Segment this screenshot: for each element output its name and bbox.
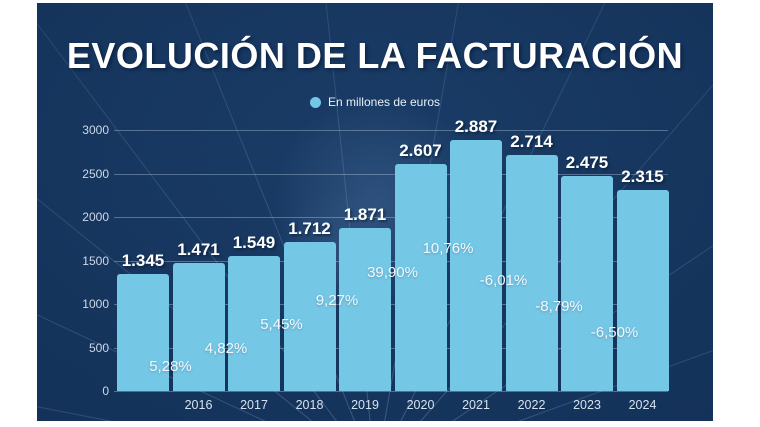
year-label: 2018 [295, 398, 324, 412]
year-label: 2022 [517, 398, 546, 412]
bar-value-label: 2.887 [454, 116, 498, 136]
gridline-1000 [114, 304, 668, 305]
bar-value-label: 2.607 [399, 141, 442, 161]
y-tick-label-500: 500 [88, 340, 109, 355]
pct-label: -6,01% [479, 272, 528, 289]
bar-value-label: 1.345 [121, 250, 165, 270]
bar-2019 [339, 228, 391, 391]
year-label: 2017 [240, 398, 268, 412]
legend-label: En millones de euros [327, 95, 441, 109]
year-label: 2024 [628, 398, 657, 412]
bar-value-label: 2.475 [565, 152, 609, 172]
bar-2017 [228, 256, 280, 391]
pct-label: 4,82% [204, 340, 248, 357]
bar-value-label: 1.471 [177, 240, 220, 260]
bar-2024 [616, 189, 669, 391]
chart-panel: EVOLUCIÓN DE LA FACTURACIÓN En millones … [37, 3, 713, 421]
bar-value-label: 2.315 [621, 166, 664, 186]
year-label: 2021 [462, 398, 490, 412]
year-label: 2020 [406, 398, 435, 412]
y-tick-label-1500: 1500 [82, 253, 109, 268]
page-title: EVOLUCIÓN DE LA FACTURACIÓN [66, 35, 684, 76]
gridline-500 [114, 347, 668, 349]
year-label: 2023 [573, 398, 601, 412]
bar-value-label: 1.712 [288, 219, 331, 239]
y-tick-label-3000: 3000 [82, 123, 109, 137]
bar-2020 [394, 164, 447, 391]
bar-2018 [283, 242, 336, 391]
chart-legend: En millones de euros [37, 95, 713, 109]
pct-label: 10,76% [422, 240, 474, 257]
pct-label: 5,28% [149, 358, 192, 375]
gridline-3000 [114, 130, 668, 131]
year-label: 2016 [184, 398, 213, 412]
pct-label: 39,90% [367, 264, 418, 281]
bar-2016 [172, 263, 225, 391]
pct-label: 9,27% [315, 292, 359, 309]
gridline-1500 [114, 260, 668, 262]
legend-dot-icon [309, 96, 321, 108]
y-tick-label-0: 0 [102, 384, 109, 398]
y-tick-label-2000: 2000 [82, 210, 109, 224]
bar-first [117, 273, 169, 391]
gridline-2000 [114, 217, 668, 218]
pct-label: 5,45% [260, 316, 303, 333]
gridline-0 [114, 391, 668, 392]
gridline-2500 [114, 173, 668, 175]
pct-label: -8,79% [535, 298, 583, 315]
bar-value-label: 1.549 [232, 233, 276, 253]
bar-2021 [450, 139, 502, 391]
y-tick-label-2500: 2500 [82, 166, 109, 181]
bar-value-label: 1.871 [343, 205, 387, 225]
year-label: 2019 [351, 398, 379, 412]
pct-label: -6,50% [590, 324, 639, 341]
bar-2022 [505, 154, 558, 391]
bar-2023 [561, 175, 613, 391]
y-tick-label-1000: 1000 [82, 297, 109, 311]
bar-value-label: 2.714 [510, 131, 553, 151]
